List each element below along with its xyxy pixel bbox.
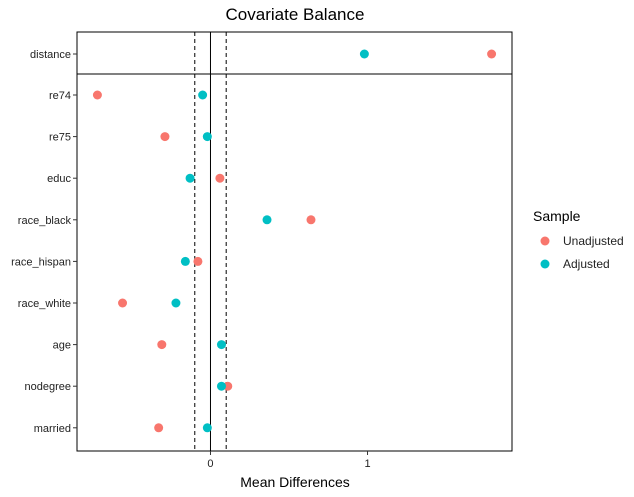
y-tick-label: race_white <box>18 298 71 310</box>
x-tick-label: 0 <box>207 458 213 470</box>
point-unadjusted-nodegree <box>223 381 233 391</box>
point-unadjusted-age <box>157 340 167 350</box>
point-unadjusted-distance <box>487 49 497 59</box>
point-adjusted-race_white <box>171 298 181 308</box>
plot-border <box>76 31 513 452</box>
point-adjusted-nodegree <box>216 381 226 391</box>
y-tick-label: nodegree <box>25 381 72 393</box>
point-adjusted-race_black <box>262 215 272 225</box>
point-adjusted-re74 <box>198 90 208 100</box>
y-tick-label: age <box>53 340 71 352</box>
point-unadjusted-re74 <box>92 90 102 100</box>
point-adjusted-race_hispan <box>180 256 190 266</box>
y-tick-label: educ <box>47 173 71 185</box>
point-adjusted-married <box>202 423 212 433</box>
legend-key-unadjusted <box>540 236 550 246</box>
y-tick-label: re75 <box>49 132 71 144</box>
point-adjusted-distance <box>359 49 369 59</box>
y-tick-label: distance <box>30 49 71 61</box>
y-tick-label: married <box>34 423 71 435</box>
y-tick-label: race_hispan <box>11 256 71 268</box>
plot-area: distance re74 re75 educ race_black race_hispa… <box>11 31 513 470</box>
y-tick-label: race_black <box>18 215 72 227</box>
point-adjusted-age <box>216 340 226 350</box>
point-adjusted-re75 <box>202 132 212 142</box>
point-unadjusted-re75 <box>160 132 170 142</box>
x-tick-label: 1 <box>364 458 370 470</box>
legend: Sample Unadjusted Adjusted <box>533 208 624 271</box>
point-unadjusted-race_black <box>306 215 316 225</box>
legend-label-adjusted: Adjusted <box>563 257 610 271</box>
y-tick-label: re74 <box>49 90 71 102</box>
legend-label-unadjusted: Unadjusted <box>563 234 624 248</box>
point-unadjusted-educ <box>215 173 225 183</box>
legend-title: Sample <box>533 208 581 224</box>
legend-key-adjusted <box>540 259 550 269</box>
point-unadjusted-race_white <box>118 298 128 308</box>
chart-title: Covariate Balance <box>226 5 365 24</box>
x-axis-title: Mean Differences <box>240 474 349 490</box>
point-unadjusted-married <box>154 423 164 433</box>
point-unadjusted-race_hispan <box>193 256 203 266</box>
point-adjusted-educ <box>185 173 195 183</box>
